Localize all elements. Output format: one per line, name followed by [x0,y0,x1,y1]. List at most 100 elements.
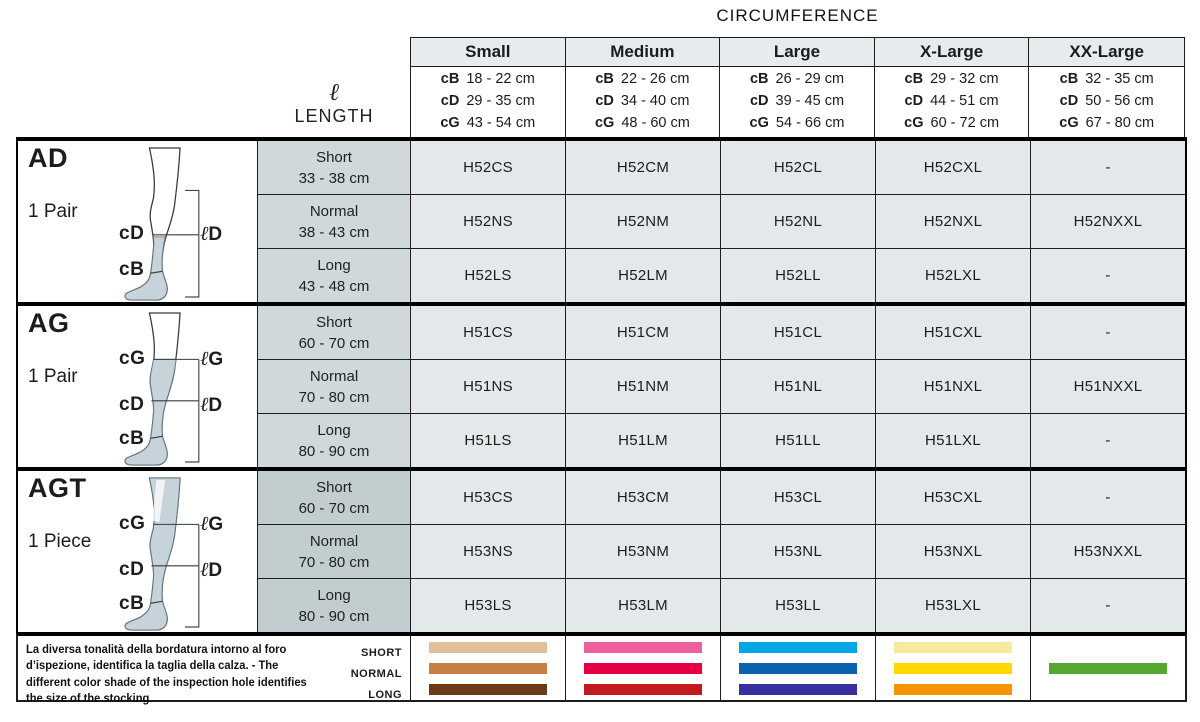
length-range: 43 - 48 cm [298,277,370,295]
measure-line: cD 44 - 51 cm [904,93,999,110]
product-code-cell: H53LXL [876,579,1030,632]
legend-row: La diversa tonalità della bordatura into… [16,632,1187,705]
leg-diagram [124,477,200,631]
section-agt: AGT 1 Piece cG cD cB ℓG ℓD Short 60 - 70 cm Norma… [16,467,1187,632]
length-name: Long [317,256,351,274]
measure-point-label: cB [904,71,924,88]
measure-line: cB 18 - 22 cm [440,71,535,88]
length-symbol: ℓ [200,392,209,416]
size-measures-cell: cB 32 - 35 cm cD 50 - 56 cm cG 67 - 80 cm [1029,67,1184,137]
measure-line: cG 54 - 66 cm [749,114,845,131]
product-code-cell: H52NM [566,195,720,249]
length-symbol: ℓ [200,557,209,581]
legend-color-bar [429,662,547,674]
measure-line: cB 22 - 26 cm [595,71,690,88]
length-cell: Normal 38 - 43 cm [258,195,410,249]
measure-line: cG 48 - 60 cm [594,114,690,131]
circumference-point-label: cB [119,428,145,449]
product-code-cell: - [1031,249,1185,302]
code-column: - H53NXXL - [1030,471,1185,632]
product-code-cell: H53NS [411,525,565,579]
legend-color-cell [1031,636,1185,700]
length-symbol: ℓ [200,221,209,245]
measure-point-label: cD [595,93,614,110]
size-measures-cell: cB 18 - 22 cm cD 29 - 35 cm cG 43 - 54 cm [411,67,565,137]
code-column: - H51NXXL - [1030,306,1185,467]
measure-point-label: cD [904,93,924,110]
size-column: Small cB 18 - 22 cm cD 29 - 35 cm cG 43 - 5… [411,38,566,137]
measure-point-label: cB [595,71,614,88]
code-column: H52CM H52NM H52LM [565,141,720,302]
length-column: Short 60 - 70 cm Normal 70 - 80 cm Long 80 - … [258,306,410,467]
length-label: LENGTH [294,106,374,126]
length-name: Normal [309,367,359,385]
product-code-cell: - [1031,579,1185,632]
product-code-cell: H52LM [566,249,720,302]
product-code-cell: H53LM [566,579,720,632]
legend-color-bar [584,683,702,695]
length-range: 38 - 43 cm [298,223,370,241]
code-column: H53CL H53NL H53LL [720,471,875,632]
section-pack-label: 1 Pair [28,366,78,387]
length-symbol: ℓ [200,511,209,535]
circumference-title: CIRCUMFERENCE [716,6,879,25]
section-info-cell: AGT 1 Piece cG cD cB ℓG ℓD [18,471,258,632]
section-code-label: AD [28,143,68,173]
measure-point-label: cG [440,114,460,131]
product-code-cell: H51NXL [876,360,1030,414]
size-column: XX-Large cB 32 - 35 cm cD 50 - 56 cm cG 67 … [1029,38,1184,137]
measure-line: cD 39 - 45 cm [749,93,845,110]
product-code-cell: H51LM [566,414,720,467]
legend-color-bar [739,683,857,695]
leg-diagram [124,312,200,466]
product-code-cell: H53NXL [876,525,1030,579]
size-header-row: Small cB 18 - 22 cm cD 29 - 35 cm cG 43 - 5… [410,37,1185,137]
code-column: H53CM H53NM H53LM [565,471,720,632]
product-code-cell: H51NM [566,360,720,414]
product-code-cell: H53CL [721,471,875,525]
length-symbol: ℓ [200,346,209,370]
size-name-cell: X-Large [874,38,1029,67]
legend-color-bar [1049,662,1167,674]
product-code-cell: H51LL [721,414,875,467]
length-name: Normal [309,532,359,550]
legend-color-bar [429,683,547,695]
length-cell: Short 60 - 70 cm [258,306,410,360]
legend-note-text: La diversa tonalità della bordatura into… [26,644,307,705]
product-code-cell: H53CS [411,471,565,525]
legend-color-bar [894,641,1012,653]
code-column: H53CS H53NS H53LS [410,471,565,632]
section-pack-label: 1 Piece [28,531,92,552]
measure-point-label: cD [440,93,460,110]
length-point-letter: G [208,349,224,370]
measure-point-label: cG [904,114,924,131]
code-column: H53CXL H53NXL H53LXL [875,471,1030,632]
length-range: 70 - 80 cm [298,553,370,571]
product-code-cell: H51CM [566,306,720,360]
size-name-cell: XX-Large [1029,38,1184,67]
product-code-cell: H52CL [721,141,875,195]
legend-color-cell [411,636,566,700]
length-name: Long [317,421,351,439]
code-column: H51CS H51NS H51LS [410,306,565,467]
legend-length-label: LONG [368,689,402,701]
legend-color-bar [739,641,857,653]
legend-length-label: SHORT [361,647,402,659]
measure-line: cB 29 - 32 cm [904,71,999,88]
length-name: Short [316,313,352,331]
product-code-cell: - [1031,306,1185,360]
measure-line: cD 34 - 40 cm [595,93,690,110]
length-point-label: ℓD [200,557,222,582]
length-range: 70 - 80 cm [298,388,370,406]
product-code-cell: H51CXL [876,306,1030,360]
product-code-cell: H52NXL [876,195,1030,249]
legend-color-cell [721,636,876,700]
size-measures-cell: cB 26 - 29 cm cD 39 - 45 cm cG 54 - 66 cm [720,67,874,137]
measure-line: cB 32 - 35 cm [1059,71,1154,88]
section-ad: AD 1 Pair cD cB ℓD Short 33 - 38 cm Normal 38 - … [16,137,1187,302]
length-cell: Long 43 - 48 cm [258,249,410,302]
product-code-cell: H52NXXL [1031,195,1185,249]
size-column: Medium cB 22 - 26 cm cD 34 - 40 cm cG 48 - … [565,38,721,137]
measure-point-label: cG [749,114,769,131]
